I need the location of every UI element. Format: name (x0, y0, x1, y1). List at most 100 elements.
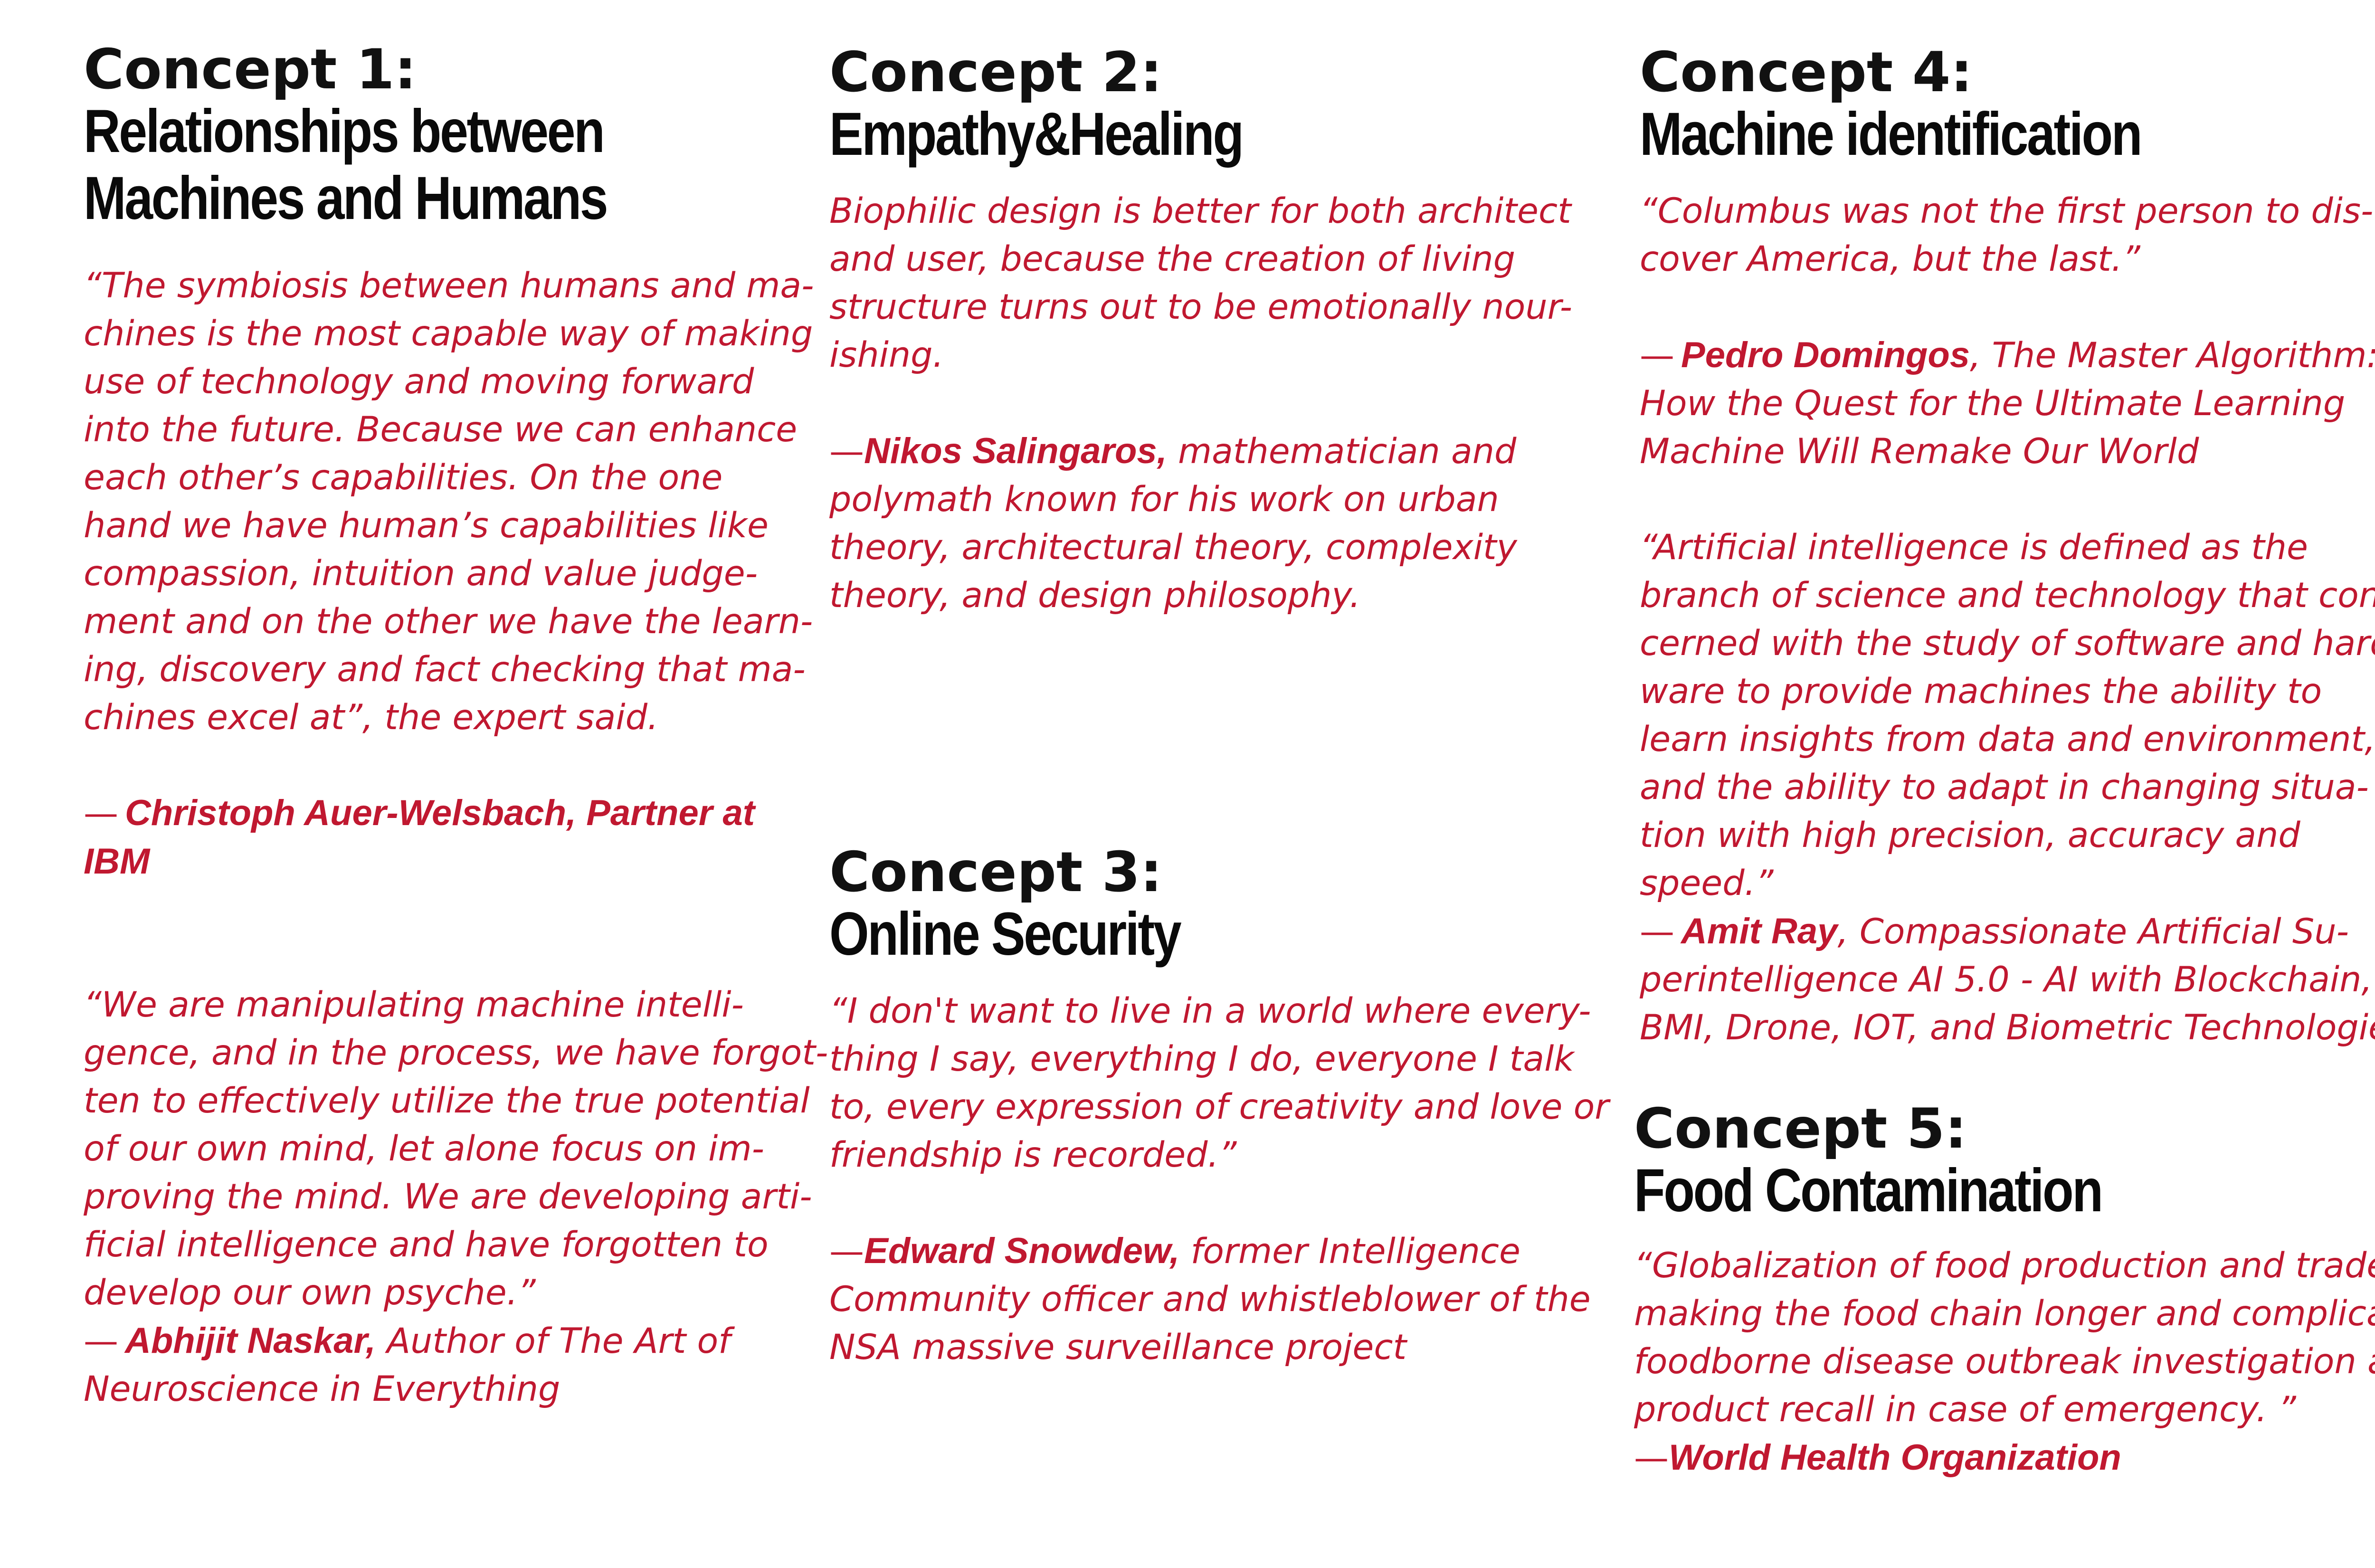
quote-line: branch of science and technology that co… (1640, 575, 2375, 616)
quote-line: proving the mind. We are developing arti… (84, 1176, 812, 1217)
em-dash: — (1634, 1438, 1669, 1479)
author-description: theory, architectural theory, complexity (829, 527, 1517, 568)
concept-3: Concept 3: Online Security “I don't want… (829, 841, 1609, 1371)
concept-3-quote: “I don't want to live in a world where e… (829, 987, 1609, 1179)
quote-line: product recall in case of emergency. ” (1634, 1389, 2296, 1430)
author-description: , The Master Algorithm: (1970, 335, 2375, 376)
concept-3-number: Concept 3: (829, 840, 1162, 904)
quote-line: ishing. (829, 335, 944, 376)
author-name: Abhijit Naskar, (125, 1320, 376, 1361)
quote-line: develop our own psyche.” (84, 1272, 536, 1313)
concept-4-number: Concept 4: (1640, 40, 1973, 105)
author-description: Author of The Art of (375, 1321, 731, 1361)
em-dash: — (829, 431, 864, 472)
author-description: former Intelligence (1179, 1231, 1520, 1272)
concept-1-number: Concept 1: (84, 38, 417, 102)
author-description: NSA massive surveillance project (829, 1327, 1407, 1368)
concept-2-number: Concept 2: (829, 40, 1162, 105)
concept-4-quote-1: “Columbus was not the first person to di… (1640, 187, 2375, 283)
quote-line: chines excel at”, the expert said. (84, 697, 659, 738)
quote-line: “I don't want to live in a world where e… (829, 991, 1591, 1032)
concept-4-title: Machine identification (1640, 100, 2143, 169)
em-dash: — (84, 793, 118, 834)
quote-line: into the future. Because we can enhance (84, 409, 798, 450)
quote-line: “The symbiosis between humans and ma- (84, 265, 814, 306)
author-name: Edward Snowdew, (864, 1231, 1180, 1272)
author-description: perintelligence AI 5.0 - AI with Blockch… (1640, 960, 2373, 1000)
concept-5-attribution: —World Health Organization (1634, 1434, 2375, 1482)
quote-line: use of technology and moving forward (84, 361, 754, 402)
quote-line: foodborne disease outbreak investigation… (1634, 1341, 2375, 1382)
concept-5-number: Concept 5: (1634, 1097, 1967, 1161)
quote-line: “Columbus was not the first person to di… (1640, 191, 2374, 232)
concept-4: Concept 4: Machine identification “Colum… (1640, 41, 2375, 1052)
quote-line: compassion, intuition and value judge- (84, 553, 758, 594)
em-dash: — (829, 1231, 864, 1272)
concept-2-title: Empathy&Healing (829, 100, 1244, 169)
em-dash: — (84, 1321, 118, 1361)
quote-line: structure turns out to be emotionally no… (829, 287, 1572, 328)
author-description: Neuroscience in Everything (84, 1368, 560, 1409)
quote-line: friendship is recorded.” (829, 1135, 1237, 1176)
quote-line: ficial intelligence and have forgotten t… (84, 1224, 769, 1265)
em-dash: — (1640, 335, 1674, 376)
author-description: , Compassionate Artificial Su- (1837, 912, 2349, 952)
concept-1-quote-1: “The symbiosis between humans and ma- ch… (84, 262, 828, 741)
quote-line: chines is the most capable way of making (84, 313, 813, 354)
concept-2-attribution: —Nikos Salingaros, mathematician and pol… (829, 427, 1572, 619)
concept-1-title-line: Relationships between (84, 97, 605, 166)
quote-line: cover America, but the last.” (1640, 239, 2140, 280)
concept-4-quote-2: “Artificial intelligence is defined as t… (1640, 523, 2375, 907)
author-description: BMI, Drone, IOT, and Biometric Technolog… (1640, 1007, 2375, 1048)
concept-2-quote: Biophilic design is better for both arch… (829, 187, 1572, 379)
quote-line: “We are manipulating machine intelli- (84, 984, 744, 1025)
quote-line: “Artificial intelligence is defined as t… (1640, 527, 2308, 568)
quote-line: ten to effectively utilize the true pote… (84, 1080, 810, 1121)
author-name: Nikos Salingaros, (864, 431, 1167, 472)
quote-line: and the ability to adapt in changing sit… (1640, 767, 2369, 808)
concept-1-attribution-1: — Christoph Auer-Welsbach, Partner at IBM (84, 789, 828, 886)
em-dash: — (1640, 912, 1674, 952)
author-name: World Health Organization (1669, 1437, 2121, 1478)
author-name: IBM (84, 841, 150, 882)
quote-line: and user, because the creation of living (829, 239, 1516, 280)
concept-3-title: Online Security (829, 900, 1182, 969)
quote-line: speed.” (1640, 863, 1774, 904)
author-description: How the Quest for the Ultimate Learning (1640, 383, 2346, 424)
author-name: Christoph Auer-Welsbach, Partner at (125, 792, 755, 833)
concept-3-attribution: —Edward Snowdew, former Intelligence Com… (829, 1227, 1609, 1371)
quote-line: of our own mind, let alone focus on im- (84, 1128, 764, 1169)
author-description: polymath known for his work on urban (829, 479, 1499, 520)
concept-2: Concept 2: Empathy&Healing Biophilic des… (829, 41, 1572, 619)
concept-4-attribution-1: — Pedro Domingos, The Master Algorithm: H… (1640, 331, 2375, 475)
author-description: Machine Will Remake Our World (1640, 431, 2199, 472)
quote-line: “Globalization of food production and tr… (1634, 1245, 2375, 1286)
author-name: Pedro Domingos (1681, 335, 1970, 376)
quote-line: learn insights from data and environment… (1640, 719, 2375, 760)
author-description: Community officer and whistleblower of t… (829, 1279, 1591, 1320)
concept-4-attribution-2: — Amit Ray, Compassionate Artificial Su- … (1640, 907, 2375, 1052)
concept-1-title: Relationships between Machines and Human… (84, 98, 709, 232)
quote-line: ing, discovery and fact checking that ma… (84, 649, 806, 690)
author-description: mathematician and (1167, 431, 1517, 472)
quote-line: tion with high precision, accuracy and (1640, 815, 2300, 856)
author-description: theory, and design philosophy. (829, 575, 1361, 616)
concept-1-quote-2: “We are manipulating machine intelli- ge… (84, 981, 828, 1317)
quote-line: ware to provide machines the ability to (1640, 671, 2322, 712)
concept-5-quote: “Globalization of food production and tr… (1634, 1242, 2375, 1434)
quote-line: making the food chain longer and complic… (1634, 1293, 2375, 1334)
quote-line: thing I say, everything I do, everyone I… (829, 1039, 1574, 1080)
concept-5-title: Food Contamination (1634, 1157, 2103, 1225)
quote-line: Biophilic design is better for both arch… (829, 191, 1571, 232)
concept-1-attribution-2: — Abhijit Naskar, Author of The Art of Ne… (84, 1317, 828, 1413)
concept-5: Concept 5: Food Contamination “Globaliza… (1634, 1097, 2375, 1482)
concept-1-title-line: Machines and Humans (84, 164, 608, 233)
quote-line: to, every expression of creativity and l… (829, 1087, 1609, 1128)
quote-line: gence, and in the process, we have forgo… (84, 1032, 828, 1073)
quote-line: hand we have human’s capabilities like (84, 505, 769, 546)
quote-line: cerned with the study of software and ha… (1640, 623, 2375, 664)
concept-1: Concept 1: Relationships between Machine… (84, 38, 828, 1413)
quote-line: each other’s capabilities. On the one (84, 457, 723, 498)
author-name: Amit Ray (1681, 911, 1838, 952)
quote-line: ment and on the other we have the learn- (84, 601, 813, 642)
